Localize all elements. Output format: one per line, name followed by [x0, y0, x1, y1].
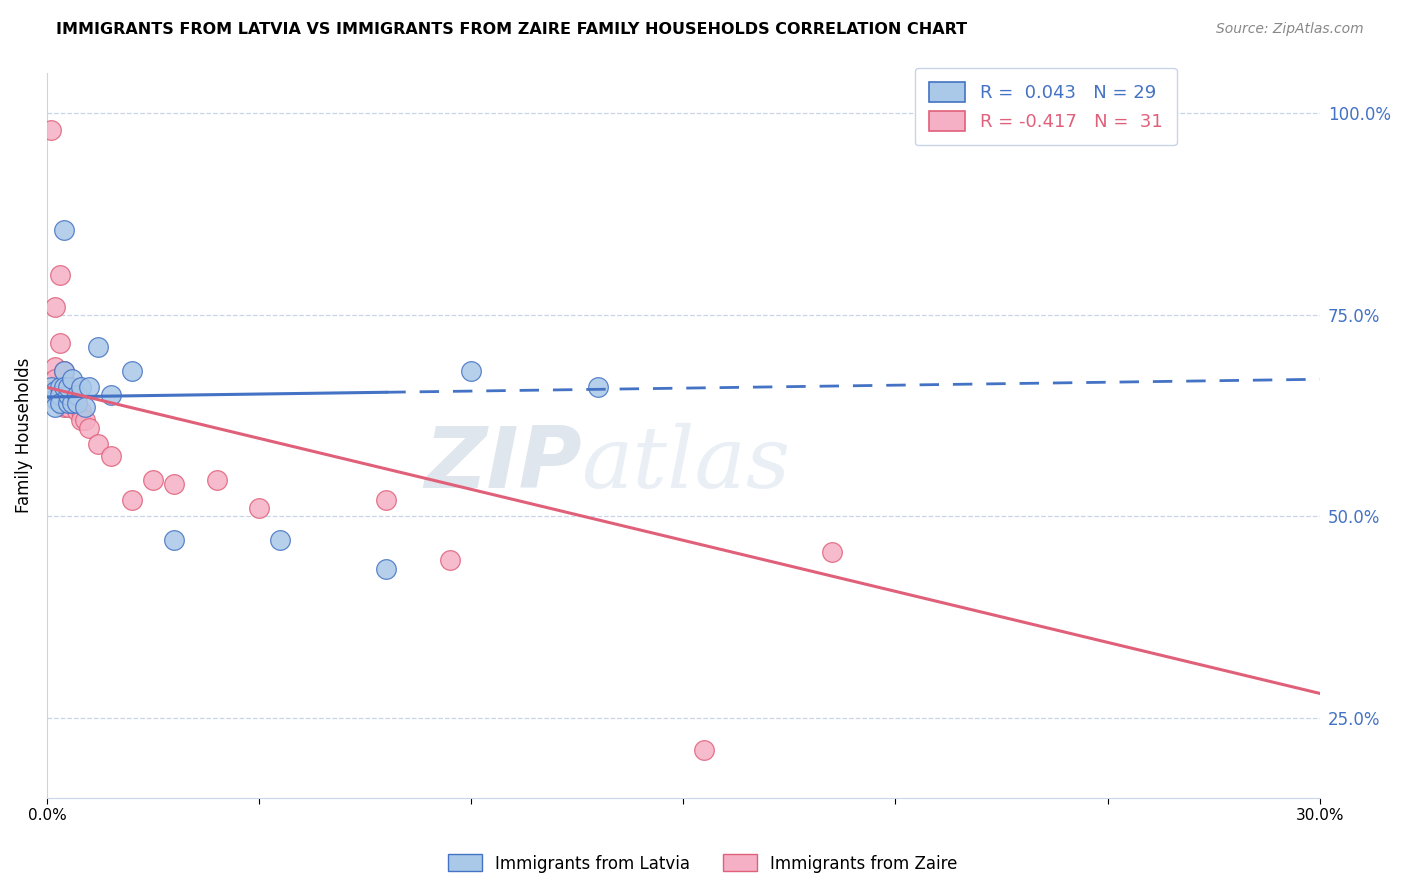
- Point: [100, 388, 122, 402]
- Point: [60, 380, 83, 394]
- Point: [44, 360, 66, 375]
- Point: [163, 477, 186, 491]
- Point: [44, 401, 66, 415]
- Legend: Immigrants from Latvia, Immigrants from Zaire: Immigrants from Latvia, Immigrants from …: [441, 847, 965, 880]
- Point: [87, 436, 110, 450]
- Point: [56, 396, 79, 410]
- Point: [87, 340, 110, 354]
- Point: [375, 561, 398, 575]
- Point: [65, 396, 87, 410]
- Point: [39, 388, 62, 402]
- Point: [52, 223, 75, 237]
- Point: [588, 380, 610, 394]
- Point: [75, 412, 97, 426]
- Point: [48, 380, 70, 394]
- Point: [60, 396, 83, 410]
- Point: [79, 380, 101, 394]
- Point: [52, 380, 75, 394]
- Point: [44, 384, 66, 399]
- Point: [60, 388, 83, 402]
- Point: [48, 388, 70, 402]
- Point: [44, 392, 66, 407]
- Point: [39, 388, 62, 402]
- Text: Source: ZipAtlas.com: Source: ZipAtlas.com: [1216, 22, 1364, 37]
- Point: [48, 268, 70, 282]
- Point: [121, 493, 143, 508]
- Point: [56, 396, 79, 410]
- Point: [247, 501, 270, 516]
- Point: [460, 364, 482, 378]
- Text: IMMIGRANTS FROM LATVIA VS IMMIGRANTS FROM ZAIRE FAMILY HOUSEHOLDS CORRELATION CH: IMMIGRANTS FROM LATVIA VS IMMIGRANTS FRO…: [56, 22, 967, 37]
- Point: [205, 473, 228, 487]
- Point: [69, 404, 91, 418]
- Point: [693, 743, 716, 757]
- Point: [79, 420, 101, 434]
- Point: [100, 449, 122, 463]
- Point: [75, 401, 97, 415]
- Point: [375, 493, 398, 508]
- Point: [48, 396, 70, 410]
- Point: [439, 553, 461, 567]
- Point: [163, 533, 186, 548]
- Point: [52, 401, 75, 415]
- Point: [56, 380, 79, 394]
- Y-axis label: Family Households: Family Households: [15, 358, 32, 513]
- Point: [65, 388, 87, 402]
- Point: [269, 533, 291, 548]
- Point: [121, 364, 143, 378]
- Point: [56, 388, 79, 402]
- Point: [142, 473, 165, 487]
- Point: [821, 545, 844, 559]
- Text: ZIP: ZIP: [423, 423, 582, 506]
- Point: [69, 380, 91, 394]
- Point: [60, 372, 83, 386]
- Point: [65, 388, 87, 402]
- Point: [69, 412, 91, 426]
- Point: [56, 401, 79, 415]
- Point: [44, 372, 66, 386]
- Point: [65, 404, 87, 418]
- Point: [56, 388, 79, 402]
- Point: [39, 122, 62, 136]
- Point: [52, 364, 75, 378]
- Point: [52, 364, 75, 378]
- Point: [39, 380, 62, 394]
- Text: atlas: atlas: [582, 424, 790, 506]
- Legend: R =  0.043   N = 29, R = -0.417   N =  31: R = 0.043 N = 29, R = -0.417 N = 31: [915, 68, 1177, 145]
- Point: [44, 300, 66, 314]
- Point: [48, 336, 70, 351]
